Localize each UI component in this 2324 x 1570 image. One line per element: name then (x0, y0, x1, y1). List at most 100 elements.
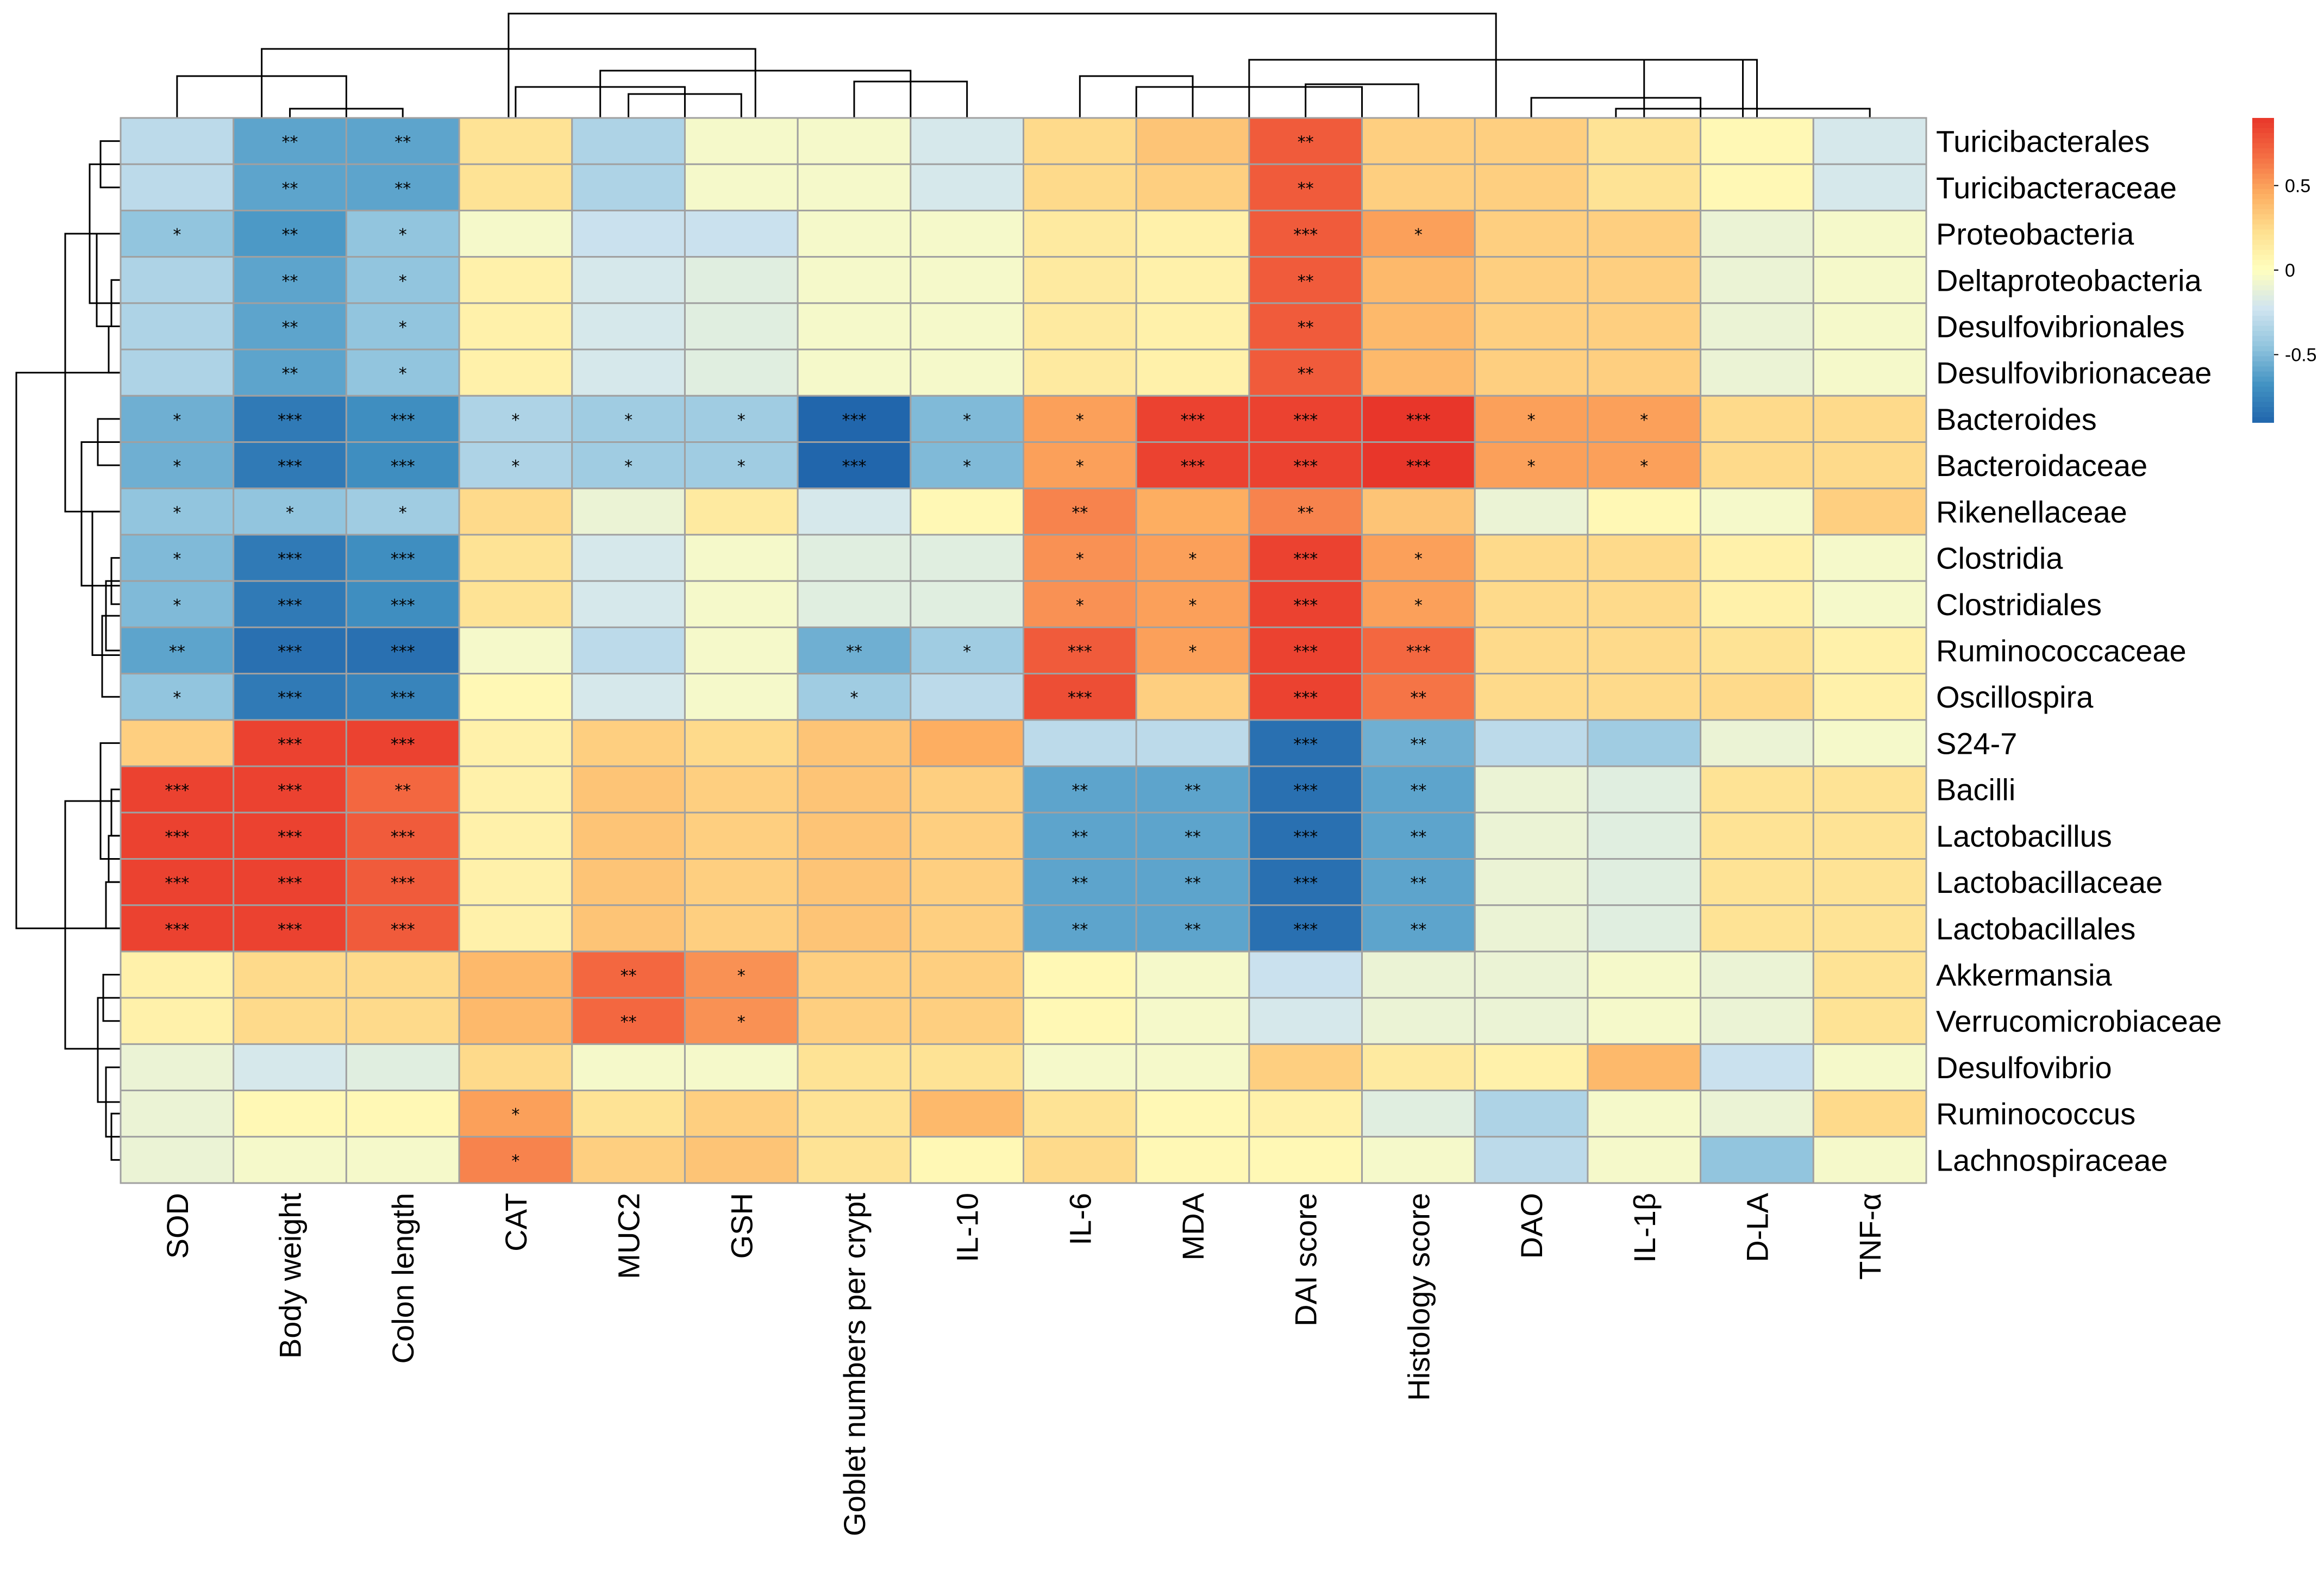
cell-16-6 (797, 858, 912, 906)
significance-7-2: *** (391, 457, 415, 476)
significance-15-9: ** (1185, 828, 1201, 847)
significance-12-11: ** (1410, 689, 1426, 708)
cell-1-12 (1474, 163, 1589, 211)
cell-8-3 (458, 487, 573, 536)
significance-15-8: ** (1072, 828, 1088, 847)
cell-0-7 (910, 117, 1024, 165)
legend-swatch (2252, 173, 2274, 179)
cell-3-15 (1812, 256, 1927, 304)
legend-swatch (2252, 392, 2274, 398)
cell-20-13 (1587, 1043, 1702, 1092)
significance-7-1: *** (278, 457, 302, 476)
significance-6-12: * (1527, 411, 1536, 430)
cell-1-10 (1248, 163, 1363, 211)
row-label: Ruminococcus (1936, 1097, 2135, 1131)
cell-5-12 (1474, 348, 1589, 397)
cell-16-9 (1135, 858, 1250, 906)
significance-8-1: * (286, 503, 294, 522)
cell-11-10 (1248, 626, 1363, 675)
cell-20-14 (1700, 1043, 1814, 1092)
cell-17-14 (1700, 904, 1814, 953)
cell-12-12 (1474, 673, 1589, 721)
cell-11-7 (910, 626, 1024, 675)
significance-6-3: * (511, 411, 519, 430)
cell-21-13 (1587, 1090, 1702, 1138)
significance-1-2: ** (394, 179, 411, 198)
significance-3-10: ** (1298, 272, 1314, 291)
cell-18-6 (797, 950, 912, 999)
cell-11-5 (684, 626, 799, 675)
significance-16-11: ** (1410, 874, 1426, 893)
significance-15-10: *** (1293, 828, 1318, 847)
cell-7-8 (1023, 441, 1137, 490)
significance-14-10: *** (1293, 781, 1318, 800)
significance-2-2: * (399, 226, 407, 245)
significance-17-11: ** (1410, 920, 1426, 939)
cell-16-2 (345, 858, 460, 906)
row-label: Bacteroides (1936, 402, 2097, 436)
cell-19-1 (233, 997, 347, 1045)
legend-swatch (2252, 301, 2274, 307)
cell-16-14 (1700, 858, 1814, 906)
cell-13-0 (120, 719, 235, 767)
cell-12-8 (1023, 673, 1137, 721)
cell-19-2 (345, 997, 460, 1045)
cell-4-4 (571, 302, 686, 351)
cell-10-12 (1474, 580, 1589, 628)
column-label: Colon length (386, 1193, 420, 1363)
legend-swatch (2252, 270, 2274, 276)
cell-7-3 (458, 441, 573, 490)
legend-swatch (2252, 402, 2274, 408)
significance-8-8: ** (1072, 503, 1088, 522)
cell-15-6 (797, 811, 912, 860)
significance-7-7: * (963, 457, 971, 476)
cell-1-9 (1135, 163, 1250, 211)
legend-swatch (2252, 219, 2274, 225)
cell-14-7 (910, 765, 1024, 814)
cell-15-12 (1474, 811, 1589, 860)
cell-22-12 (1474, 1136, 1589, 1184)
legend-swatch (2252, 321, 2274, 327)
cell-20-12 (1474, 1043, 1589, 1092)
cell-15-8 (1023, 811, 1137, 860)
cell-12-10 (1248, 673, 1363, 721)
cell-22-10 (1248, 1136, 1363, 1184)
row-label: Bacteroidaceae (1936, 448, 2147, 483)
cell-14-3 (458, 765, 573, 814)
significance-7-4: * (624, 457, 632, 476)
cell-0-4 (571, 117, 686, 165)
cell-9-14 (1700, 534, 1814, 582)
cell-19-11 (1361, 997, 1476, 1045)
cell-21-12 (1474, 1090, 1589, 1138)
column-label: Body weight (273, 1193, 308, 1359)
significance-7-9: *** (1181, 457, 1205, 476)
row-label: Deltaproteobacteria (1936, 263, 2202, 297)
cell-13-5 (684, 719, 799, 767)
cell-2-3 (458, 209, 573, 258)
row-label: S24-7 (1936, 726, 2017, 760)
cell-16-7 (910, 858, 1024, 906)
cell-22-14 (1700, 1136, 1814, 1184)
cell-9-7 (910, 534, 1024, 582)
legend-tick-label: -0.5 (2285, 345, 2317, 366)
legend-swatch (2252, 194, 2274, 200)
cell-11-4 (571, 626, 686, 675)
column-label: IL-10 (950, 1193, 985, 1262)
legend-swatch (2252, 255, 2274, 261)
cell-19-0 (120, 997, 235, 1045)
cell-0-9 (1135, 117, 1250, 165)
legend-swatch (2252, 118, 2274, 124)
cell-12-14 (1700, 673, 1814, 721)
cell-12-7 (910, 673, 1024, 721)
cell-8-7 (910, 487, 1024, 536)
cell-18-0 (120, 950, 235, 999)
row-label: Verrucomicrobiaceae (1936, 1004, 2222, 1039)
significance-13-11: ** (1410, 735, 1426, 754)
significance-11-8: *** (1068, 642, 1092, 661)
legend-swatch (2252, 285, 2274, 291)
cell-3-7 (910, 256, 1024, 304)
cell-14-6 (797, 765, 912, 814)
legend-swatch (2252, 326, 2274, 331)
row-label: Oscillospira (1936, 680, 2094, 714)
cell-2-12 (1474, 209, 1589, 258)
